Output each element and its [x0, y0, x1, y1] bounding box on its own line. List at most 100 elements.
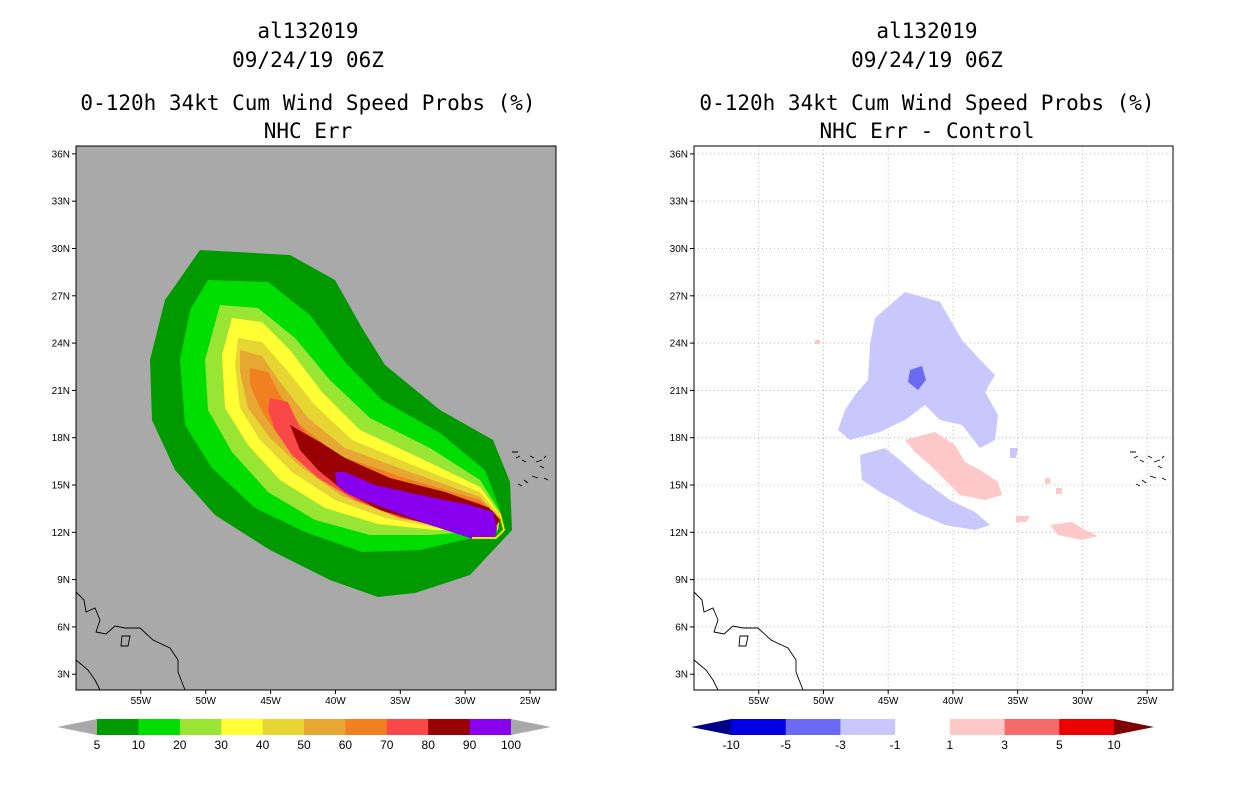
right-x-tick-label: 35W — [1007, 696, 1028, 707]
left-colorbar-label: 30 — [215, 738, 229, 752]
left-colorbar-swatch — [138, 719, 181, 735]
right-colorbar-swatch — [1059, 719, 1115, 735]
left-colorbar-swatch — [469, 719, 512, 735]
left-y-tick-label: 33N — [52, 197, 70, 208]
left-colorbar-swatch — [386, 719, 429, 735]
right-y-tick-label: 24N — [670, 339, 688, 350]
right-subtitle: NHC Err - Control — [820, 119, 1035, 143]
right-colorbar-label: 10 — [1107, 738, 1121, 752]
diff-negative-core — [908, 366, 926, 390]
prob-contour-edge — [472, 507, 506, 539]
right-colorbar-label: -3 — [835, 738, 846, 752]
left-colorbar-swatch — [345, 719, 388, 735]
right-title: 0-120h 34kt Cum Wind Speed Probs (%) — [699, 91, 1154, 115]
right-colorbar-swatch — [949, 719, 1006, 735]
left-colorbar-label: 10 — [132, 738, 146, 752]
right-x-axis: 55W 50W 45W 40W 35W 30W 25W — [748, 690, 1158, 707]
left-map-outlines — [75, 451, 549, 691]
right-plot-frame — [693, 145, 1174, 691]
right-storm-id: al132019 — [876, 19, 977, 43]
right-x-tick-label: 30W — [1072, 696, 1093, 707]
left-title: 0-120h 34kt Cum Wind Speed Probs (%) — [80, 91, 535, 115]
diff-negative-blob-lower — [860, 448, 990, 530]
right-colorbar-label: 1 — [947, 738, 954, 752]
left-x-tick-label: 35W — [390, 696, 411, 707]
left-y-tick-label: 30N — [52, 244, 70, 255]
left-probability-field — [150, 250, 512, 597]
right-map-outlines — [693, 451, 1167, 691]
right-y-tick-label: 21N — [670, 386, 688, 397]
left-plot-frame — [75, 145, 557, 691]
left-colorbar-swatch — [304, 719, 346, 735]
right-x-tick-label: 55W — [748, 696, 769, 707]
right-plot-background — [694, 146, 1173, 690]
prob-contour-60 — [250, 368, 500, 530]
left-y-tick-label: 3N — [57, 670, 70, 681]
right-colorbar-swatch — [895, 719, 951, 735]
left-colorbar-swatch — [221, 719, 264, 735]
left-colorbar-under-arrow — [57, 719, 97, 735]
left-x-tick-label: 50W — [195, 696, 216, 707]
right-colorbar-over-arrow — [1114, 719, 1154, 735]
left-storm-id: al132019 — [257, 19, 358, 43]
right-colorbar-label: 5 — [1056, 738, 1063, 752]
left-subtitle: NHC Err — [264, 119, 353, 143]
left-x-tick-label: 30W — [455, 696, 476, 707]
left-colorbar: 5 10 20 30 40 50 60 70 80 90 100 — [57, 719, 551, 752]
right-colorbar-swatch — [1004, 719, 1060, 735]
right-date: 09/24/19 06Z — [851, 48, 1003, 72]
left-panel: al132019 09/24/19 06Z 0-120h 34kt Cum Wi… — [52, 19, 557, 752]
right-x-tick-label: 40W — [943, 696, 964, 707]
right-y-tick-label: 36N — [670, 149, 688, 160]
left-y-tick-label: 21N — [52, 386, 70, 397]
left-y-tick-label: 9N — [57, 575, 70, 586]
right-y-tick-label: 30N — [670, 244, 688, 255]
left-colorbar-swatch — [97, 719, 139, 735]
right-colorbar-swatch — [731, 719, 787, 735]
diff-positive-blob-small-b — [1045, 478, 1062, 494]
prob-contour-90 — [335, 472, 497, 538]
left-date: 09/24/19 06Z — [232, 48, 384, 72]
left-y-tick-label: 36N — [52, 149, 70, 160]
right-panel: al132019 09/24/19 06Z 0-120h 34kt Cum Wi… — [670, 19, 1174, 752]
diff-negative-blob-small — [1010, 448, 1018, 458]
diff-positive-blob-main — [905, 432, 1002, 500]
left-y-axis: 36N 33N 30N 27N 24N 21N 18N 15N 12N 9N 6N 3N — [52, 149, 76, 681]
left-colorbar-label: 50 — [297, 738, 311, 752]
left-y-tick-label: 27N — [52, 291, 70, 302]
right-colorbar-label: -10 — [722, 738, 740, 752]
right-x-tick-label: 25W — [1137, 696, 1158, 707]
right-difference-field — [815, 292, 1098, 540]
right-colorbar-label: -5 — [780, 738, 791, 752]
left-x-tick-label: 40W — [325, 696, 346, 707]
diff-positive-blob-small-a — [1016, 516, 1030, 522]
right-x-tick-label: 50W — [813, 696, 834, 707]
left-colorbar-label: 80 — [422, 738, 436, 752]
right-colorbar-swatch — [840, 719, 896, 735]
right-y-tick-label: 27N — [670, 291, 688, 302]
right-colorbar-label: -1 — [890, 738, 901, 752]
left-colorbar-swatch — [262, 719, 305, 735]
left-colorbar-label: 40 — [256, 738, 270, 752]
diff-positive-blob-east — [1050, 522, 1098, 540]
right-colorbar-swatch — [785, 719, 841, 735]
left-y-tick-label: 6N — [57, 622, 70, 633]
left-colorbar-label: 20 — [173, 738, 187, 752]
right-colorbar-under-arrow — [691, 719, 731, 735]
right-y-tick-label: 6N — [675, 622, 688, 633]
left-colorbar-label: 60 — [339, 738, 353, 752]
right-y-tick-label: 12N — [670, 528, 688, 539]
left-colorbar-over-arrow — [511, 719, 551, 735]
left-x-tick-label: 55W — [131, 696, 152, 707]
left-colorbar-label: 90 — [463, 738, 477, 752]
right-y-tick-label: 18N — [670, 433, 688, 444]
right-y-tick-label: 33N — [670, 197, 688, 208]
prob-contour-50 — [240, 350, 500, 530]
left-colorbar-label: 70 — [380, 738, 394, 752]
right-y-tick-label: 15N — [670, 481, 688, 492]
left-x-axis: 55W 50W 45W 40W 35W 30W 25W — [131, 690, 541, 707]
left-colorbar-label: 5 — [94, 738, 101, 752]
right-y-axis: 36N 33N 30N 27N 24N 21N 18N 15N 12N 9N 6N 3N — [670, 149, 694, 681]
right-y-tick-label: 9N — [675, 575, 688, 586]
